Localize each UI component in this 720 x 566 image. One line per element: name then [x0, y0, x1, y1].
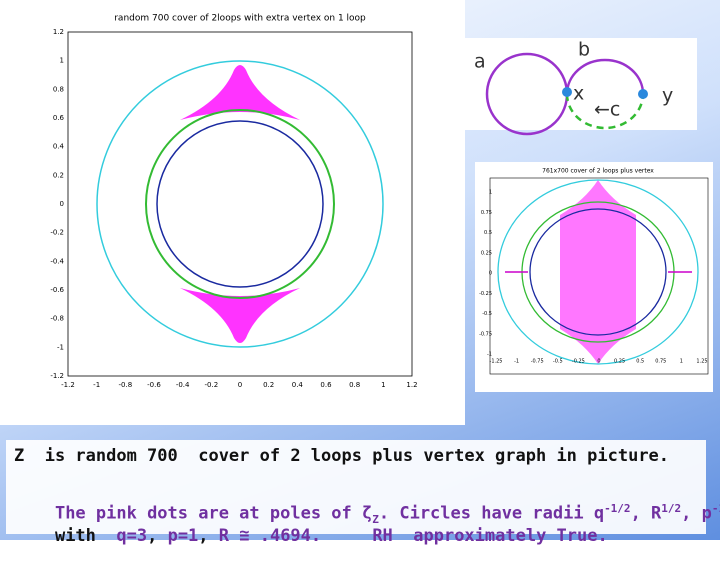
- x-tick-label: -1: [93, 381, 100, 389]
- blue-circle: [156, 120, 324, 288]
- y-tick-label: -0.8: [50, 315, 64, 323]
- x-tick-label: -0.2: [204, 381, 218, 389]
- x-tick-label: 0: [238, 381, 242, 389]
- text: ζ: [362, 503, 373, 524]
- y-tick-label: -1.2: [50, 372, 64, 380]
- cyan-circle: [96, 60, 384, 348]
- y-tick-label: 0.8: [53, 85, 64, 93]
- x-tick-label: 1.25: [696, 359, 707, 365]
- text: -1/2: [711, 502, 720, 515]
- x-tick-label: -1: [514, 359, 519, 365]
- x-tick-label: -0.6: [147, 381, 161, 389]
- cyan-circle: [497, 179, 699, 365]
- x-tick-label: -0.25: [572, 359, 585, 365]
- text: RH approximately True.: [321, 526, 608, 546]
- y-tick-label: 1: [489, 190, 492, 196]
- x-tick-label: 0.25: [614, 359, 625, 365]
- text: ,: [147, 526, 168, 546]
- y-tick-label: -0.2: [50, 229, 64, 237]
- main-plot-panel: [0, 0, 465, 425]
- caption: Z is random 700 cover of 2 loops plus ve…: [6, 440, 720, 546]
- y-tick-label: -0.6: [50, 286, 64, 294]
- y-tick-label: 0: [489, 271, 492, 277]
- text: . Circles have radii: [378, 503, 594, 524]
- y-tick-label: 0: [60, 200, 64, 208]
- slide: random 700 cover of 2loops with extra ve…: [0, 0, 720, 546]
- pink-region: [180, 288, 300, 343]
- pink-region: [180, 65, 300, 120]
- text: The pink dots are at poles of: [54, 503, 362, 524]
- text: p=1: [167, 526, 199, 546]
- diagram-panel: [465, 38, 697, 130]
- green-circle: [145, 109, 335, 299]
- text: p: [701, 503, 712, 524]
- text: Z: [372, 513, 379, 527]
- x-tick-label: 0.2: [263, 381, 274, 389]
- x-tick-label: -0.5: [553, 359, 563, 365]
- pink-region: [560, 180, 636, 364]
- edge-c: [565, 93, 645, 130]
- y-tick-label: 0.75: [481, 210, 492, 216]
- y-tick-label: -0.25: [479, 291, 492, 297]
- x-tick-label: 0.6: [320, 381, 332, 389]
- diagram-label: ←c: [594, 99, 620, 121]
- caption-line: The pink dots are at poles of ζZ. Circle…: [14, 482, 720, 546]
- x-tick-label: 1: [381, 381, 385, 389]
- figures: random 700 cover of 2loops with extra ve…: [0, 0, 709, 425]
- y-tick-label: -0.75: [479, 331, 492, 337]
- blue-circle: [529, 208, 667, 336]
- x-tick-label: -1.25: [490, 359, 503, 365]
- vertex-x: [562, 87, 572, 97]
- main-plot-frame: [67, 31, 413, 377]
- x-tick-label: -1.2: [61, 381, 75, 389]
- x-tick-label: 1: [680, 359, 683, 365]
- text: with: [54, 526, 117, 546]
- text: q: [593, 503, 605, 524]
- caption-line: with q=3, p=1, R ≅ .4694. RH approximate…: [14, 506, 608, 566]
- text: -1/2: [604, 502, 631, 515]
- diagram-label: b: [578, 39, 590, 61]
- text: ,: [198, 526, 219, 546]
- text: ,: [681, 503, 702, 524]
- loop-b: [565, 58, 645, 95]
- small-plot-frame: [489, 177, 709, 375]
- caption-line: Z is random 700 cover of 2 loops plus ve…: [14, 446, 670, 466]
- x-tick-label: -0.8: [118, 381, 132, 389]
- y-tick-label: 0.4: [53, 143, 65, 151]
- y-tick-label: -0.5: [482, 311, 492, 317]
- x-tick-label: 1.2: [406, 381, 417, 389]
- y-tick-label: 0.5: [484, 230, 492, 236]
- diagram-label: x: [573, 83, 584, 105]
- x-tick-label: 0.5: [636, 359, 644, 365]
- y-tick-label: -0.4: [50, 257, 64, 265]
- y-tick-label: 0.6: [53, 114, 65, 122]
- x-tick-label: 0.8: [349, 381, 360, 389]
- x-tick-label: 0.75: [655, 359, 666, 365]
- x-tick-label: -0.75: [531, 359, 544, 365]
- text: ,: [630, 503, 652, 524]
- diagram-label: y: [662, 85, 673, 107]
- x-tick-label: 0: [597, 359, 600, 365]
- y-tick-label: 0.25: [481, 250, 492, 256]
- main-plot-title: random 700 cover of 2loops with extra ve…: [114, 14, 366, 24]
- y-tick-label: -1: [57, 343, 64, 351]
- text: R ≅ .4694.: [218, 526, 322, 546]
- vertex-y: [638, 89, 648, 99]
- text: R: [651, 503, 662, 524]
- y-tick-label: 1.2: [53, 28, 64, 36]
- x-tick-label: -0.4: [176, 381, 190, 389]
- y-tick-label: 0.2: [53, 171, 64, 179]
- small-plot-title: 761x700 cover of 2 loops plus vertex: [542, 168, 654, 175]
- diagram-label: a: [474, 51, 486, 73]
- text: 1/2: [661, 502, 682, 515]
- y-tick-label: 1: [60, 57, 64, 65]
- x-tick-label: 0.4: [292, 381, 304, 389]
- text: q=3: [116, 526, 148, 546]
- y-tick-label: -1: [487, 352, 492, 358]
